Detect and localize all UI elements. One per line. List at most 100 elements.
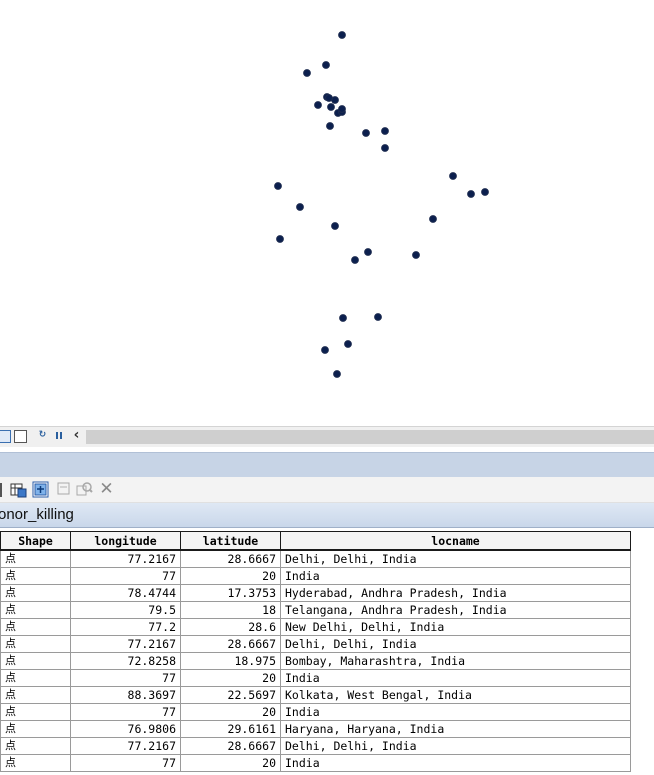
cell-longitude[interactable]: 77.2167 (70, 635, 181, 653)
map-point[interactable] (296, 203, 304, 211)
horizontal-scrollbar[interactable] (86, 430, 654, 444)
map-point[interactable] (321, 346, 329, 354)
map-point[interactable] (381, 127, 389, 135)
delete-selected-icon[interactable]: ✕ (99, 479, 114, 499)
map-point[interactable] (344, 340, 352, 348)
cell-locname[interactable]: Telangana, Andhra Pradesh, India (280, 601, 631, 619)
map-point[interactable] (333, 370, 341, 378)
table-row[interactable]: 点 77.2167 28.6667 Delhi, Delhi, India (0, 635, 631, 653)
map-point[interactable] (322, 61, 330, 69)
cell-latitude[interactable]: 28.6667 (180, 635, 281, 653)
cell-latitude[interactable]: 28.6667 (180, 549, 281, 568)
cell-latitude[interactable]: 20 (180, 669, 281, 687)
cell-locname[interactable]: India (280, 754, 631, 772)
cell-latitude[interactable]: 29.6161 (180, 720, 281, 738)
cell-shape[interactable]: 点 (0, 584, 71, 602)
cell-locname[interactable]: India (280, 669, 631, 687)
table-row[interactable]: 点 77 20 India (0, 567, 631, 585)
cell-locname[interactable]: New Delhi, Delhi, India (280, 618, 631, 636)
map-point[interactable] (339, 314, 347, 322)
pause-icon[interactable] (54, 430, 65, 441)
cell-shape[interactable]: 点 (0, 720, 71, 738)
map-point[interactable] (374, 313, 382, 321)
cell-latitude[interactable]: 20 (180, 567, 281, 585)
cell-latitude[interactable]: 17.3753 (180, 584, 281, 602)
cell-longitude[interactable]: 77 (70, 567, 181, 585)
cell-latitude[interactable]: 18.975 (180, 652, 281, 670)
select-by-attributes-icon[interactable] (32, 481, 49, 498)
map-point[interactable] (481, 188, 489, 196)
map-canvas[interactable] (0, 0, 654, 426)
column-header-locname[interactable]: locname (280, 531, 631, 551)
table-row[interactable]: 点 88.3697 22.5697 Kolkata, West Bengal, Ind… (0, 686, 631, 704)
map-point[interactable] (276, 235, 284, 243)
cell-shape[interactable]: 点 (0, 703, 71, 721)
table-row[interactable]: 点 72.8258 18.975 Bombay, Maharashtra, India (0, 652, 631, 670)
cell-longitude[interactable]: 78.4744 (70, 584, 181, 602)
cell-longitude[interactable]: 77.2167 (70, 737, 181, 755)
table-row[interactable]: 点 78.4744 17.3753 Hyderabad, Andhra Pradesh… (0, 584, 631, 602)
cell-shape[interactable]: 点 (0, 754, 71, 772)
table-row[interactable]: 点 77.2 28.6 New Delhi, Delhi, India (0, 618, 631, 636)
cell-shape[interactable]: 点 (0, 549, 71, 568)
cell-longitude[interactable]: 77 (70, 754, 181, 772)
column-header-shape[interactable]: Shape (0, 531, 71, 551)
cell-shape[interactable]: 点 (0, 601, 71, 619)
cell-locname[interactable]: Haryana, Haryana, India (280, 720, 631, 738)
cell-locname[interactable]: Kolkata, West Bengal, India (280, 686, 631, 704)
zoom-to-selected-icon[interactable] (76, 481, 93, 498)
data-view-icon[interactable] (0, 430, 11, 443)
map-point[interactable] (303, 69, 311, 77)
cell-latitude[interactable]: 22.5697 (180, 686, 281, 704)
table-row[interactable]: 点 77 20 India (0, 754, 631, 772)
cell-locname[interactable]: Delhi, Delhi, India (280, 635, 631, 653)
cell-latitude[interactable]: 20 (180, 703, 281, 721)
cell-locname[interactable]: India (280, 703, 631, 721)
cell-longitude[interactable]: 77 (70, 703, 181, 721)
cell-longitude[interactable]: 79.5 (70, 601, 181, 619)
map-point[interactable] (429, 215, 437, 223)
map-point[interactable] (449, 172, 457, 180)
map-point[interactable] (351, 256, 359, 264)
column-header-longitude[interactable]: longitude (70, 531, 181, 551)
cell-longitude[interactable]: 77 (70, 669, 181, 687)
cell-shape[interactable]: 点 (0, 567, 71, 585)
table-row[interactable]: 点 77.2167 28.6667 Delhi, Delhi, India (0, 737, 631, 755)
cell-latitude[interactable]: 28.6 (180, 618, 281, 636)
cell-longitude[interactable]: 72.8258 (70, 652, 181, 670)
map-point[interactable] (325, 94, 333, 102)
column-header-latitude[interactable]: latitude (180, 531, 281, 551)
cell-shape[interactable]: 点 (0, 635, 71, 653)
table-window-titlebar[interactable] (0, 452, 654, 478)
table-row[interactable]: 点 76.9806 29.6161 Haryana, Haryana, India (0, 720, 631, 738)
map-point[interactable] (338, 31, 346, 39)
cell-locname[interactable]: Delhi, Delhi, India (280, 549, 631, 568)
cell-longitude[interactable]: 77.2 (70, 618, 181, 636)
map-point[interactable] (381, 144, 389, 152)
cell-shape[interactable]: 点 (0, 737, 71, 755)
map-point[interactable] (274, 182, 282, 190)
refresh-icon[interactable]: ↻ (38, 430, 47, 440)
map-point[interactable] (331, 222, 339, 230)
cell-longitude[interactable]: 88.3697 (70, 686, 181, 704)
cell-latitude[interactable]: 28.6667 (180, 737, 281, 755)
map-point[interactable] (362, 129, 370, 137)
map-point[interactable] (412, 251, 420, 259)
cell-longitude[interactable]: 76.9806 (70, 720, 181, 738)
cell-shape[interactable]: 点 (0, 686, 71, 704)
table-row[interactable]: 点 77.2167 28.6667 Delhi, Delhi, India (0, 549, 631, 568)
map-point[interactable] (327, 103, 335, 111)
table-row[interactable]: 点 77 20 India (0, 669, 631, 687)
cell-locname[interactable]: Bombay, Maharashtra, India (280, 652, 631, 670)
scroll-left-icon[interactable]: ‹ (73, 427, 80, 443)
map-point[interactable] (338, 105, 346, 113)
clear-selection-icon[interactable] (56, 481, 73, 498)
cell-latitude[interactable]: 18 (180, 601, 281, 619)
table-row[interactable]: 点 77 20 India (0, 703, 631, 721)
layout-view-icon[interactable] (14, 430, 27, 443)
cell-latitude[interactable]: 20 (180, 754, 281, 772)
map-point[interactable] (314, 101, 322, 109)
cell-shape[interactable]: 点 (0, 652, 71, 670)
map-point[interactable] (326, 122, 334, 130)
map-view[interactable] (0, 0, 654, 426)
